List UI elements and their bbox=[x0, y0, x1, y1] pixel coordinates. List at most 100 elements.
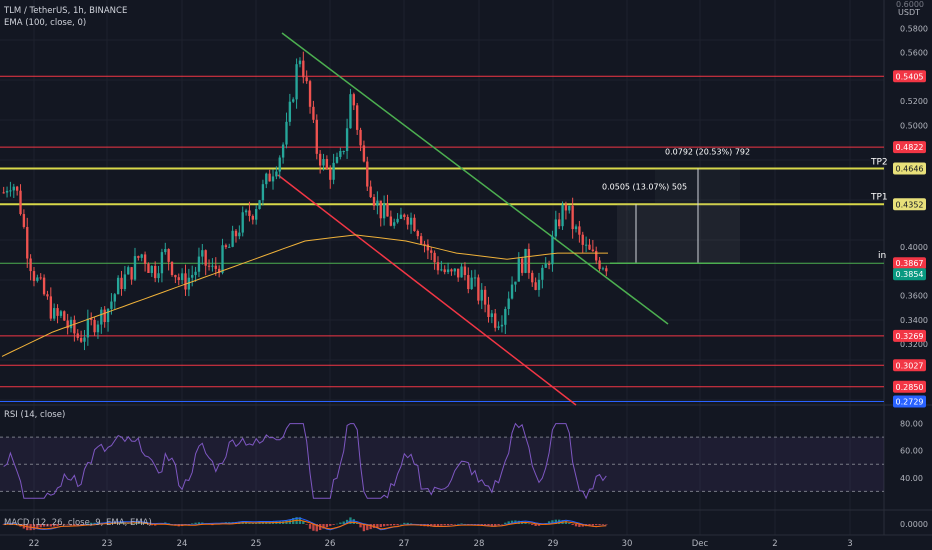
price-tick: 0.5200 bbox=[900, 97, 928, 106]
price-tag-label: 0.2850 bbox=[896, 383, 924, 392]
price-tag-bg bbox=[893, 198, 926, 211]
candle-body bbox=[558, 219, 561, 227]
macd-histogram-bar bbox=[53, 524, 56, 527]
price-tick: 0.3200 bbox=[900, 340, 928, 349]
rsi-line bbox=[3, 422, 607, 500]
candle-body bbox=[598, 260, 601, 269]
macd-histogram-bar bbox=[460, 523, 463, 524]
candle-body bbox=[406, 216, 409, 225]
candle-body bbox=[39, 277, 42, 279]
currency-unit: USDT bbox=[898, 8, 920, 17]
price-tag-label: 0.3854 bbox=[896, 270, 924, 279]
candle-body bbox=[419, 236, 423, 244]
candle-body bbox=[154, 265, 157, 279]
macd-histogram-bar bbox=[339, 522, 342, 524]
candle-body bbox=[143, 254, 147, 264]
candle-body bbox=[63, 311, 66, 321]
macd-histogram-bar bbox=[308, 524, 312, 529]
candle-body bbox=[497, 326, 500, 328]
candle-body bbox=[184, 273, 187, 290]
candle-body bbox=[581, 234, 584, 245]
candle-body bbox=[268, 173, 271, 182]
candle-body bbox=[514, 281, 517, 285]
candle-body bbox=[90, 318, 93, 320]
time-tick: 29 bbox=[548, 539, 559, 549]
candle-body bbox=[541, 267, 544, 280]
time-tick: 3 bbox=[847, 539, 852, 549]
macd-histogram-bar bbox=[409, 523, 413, 524]
macd-histogram-bar bbox=[500, 524, 504, 525]
macd-histogram-bar bbox=[379, 524, 382, 528]
rsi-tick: 60.00 bbox=[900, 447, 923, 456]
candle-body bbox=[470, 277, 473, 290]
macd-histogram-bar bbox=[352, 519, 355, 524]
candle-body bbox=[275, 171, 278, 177]
macd-histogram-bar bbox=[399, 523, 403, 525]
candle-body bbox=[147, 263, 150, 274]
macd-histogram-bar bbox=[76, 524, 79, 526]
price-tag-bg bbox=[893, 268, 926, 281]
macd-histogram-bar bbox=[345, 519, 349, 524]
horizontal-levels bbox=[0, 75, 884, 402]
price-tag-bg bbox=[893, 395, 926, 408]
candle-body bbox=[551, 236, 554, 265]
candle-body bbox=[288, 101, 292, 122]
macd-histogram-bar bbox=[463, 523, 467, 525]
candle-body bbox=[251, 215, 254, 220]
ema-legend[interactable]: EMA (100, close, 0) bbox=[4, 18, 87, 28]
candle-body bbox=[574, 226, 578, 230]
tp1-label: TP1 bbox=[870, 192, 888, 202]
candle-body bbox=[201, 250, 204, 257]
candle-body bbox=[332, 162, 335, 180]
candle-body bbox=[561, 204, 564, 227]
candle-body bbox=[308, 81, 312, 107]
price-tick: 0.3400 bbox=[900, 316, 928, 325]
candle-body bbox=[318, 153, 322, 166]
candle-body bbox=[214, 265, 217, 269]
macd-signal-line bbox=[3, 519, 607, 530]
candle-body bbox=[349, 94, 352, 129]
macd-histogram-bar bbox=[430, 524, 433, 527]
candle-body bbox=[345, 128, 349, 152]
price-tag-label: 0.4352 bbox=[896, 200, 924, 209]
candle-body bbox=[322, 159, 325, 166]
candle-body bbox=[49, 296, 52, 319]
price-tags: 0.5405 0.4822 0.4646 0.4352 0.3867 0.3854 0.32… bbox=[893, 70, 926, 408]
time-tick: 27 bbox=[399, 539, 410, 549]
candle-body bbox=[46, 294, 49, 297]
candle-body bbox=[137, 256, 140, 258]
candle-body bbox=[463, 266, 467, 276]
candle-body bbox=[36, 277, 39, 281]
candle-body bbox=[56, 308, 59, 316]
candle-body bbox=[174, 274, 177, 278]
candle-body bbox=[372, 197, 376, 206]
candle-body bbox=[19, 190, 22, 215]
candle-body bbox=[369, 186, 372, 198]
price-tag-label: 0.5405 bbox=[896, 72, 924, 81]
downtrend-line-green bbox=[281, 32, 669, 325]
rsi-legend[interactable]: RSI (14, close) bbox=[4, 410, 66, 420]
macd-histogram-bar bbox=[537, 524, 541, 526]
macd-histogram-bar bbox=[564, 520, 568, 524]
entry-label: in bbox=[878, 251, 886, 261]
macd-tick: 0.0000 bbox=[900, 520, 928, 529]
candle-body bbox=[79, 337, 83, 342]
candle-body bbox=[399, 214, 403, 219]
candle-body bbox=[473, 277, 477, 279]
candle-body bbox=[423, 243, 426, 245]
macd-histogram-bar bbox=[79, 524, 83, 525]
candle-body bbox=[2, 192, 5, 194]
macd-legend[interactable]: MACD (12, 26, close, 9, EMA, EMA) bbox=[4, 518, 152, 528]
macd-histogram-bar bbox=[56, 524, 59, 526]
macd-histogram-bar bbox=[497, 524, 500, 526]
symbol-legend[interactable]: TLM / TetherUS, 1h, BINANCE bbox=[4, 6, 128, 16]
candle-body bbox=[443, 269, 446, 273]
macd-histogram-bar bbox=[531, 524, 534, 525]
macd-histogram-bar bbox=[534, 524, 537, 526]
macd-histogram-bar bbox=[302, 520, 305, 524]
macd-histogram-bar bbox=[504, 522, 507, 524]
candle-body bbox=[191, 275, 194, 278]
candle-body bbox=[588, 244, 591, 250]
macd-histogram-bar bbox=[433, 524, 436, 527]
